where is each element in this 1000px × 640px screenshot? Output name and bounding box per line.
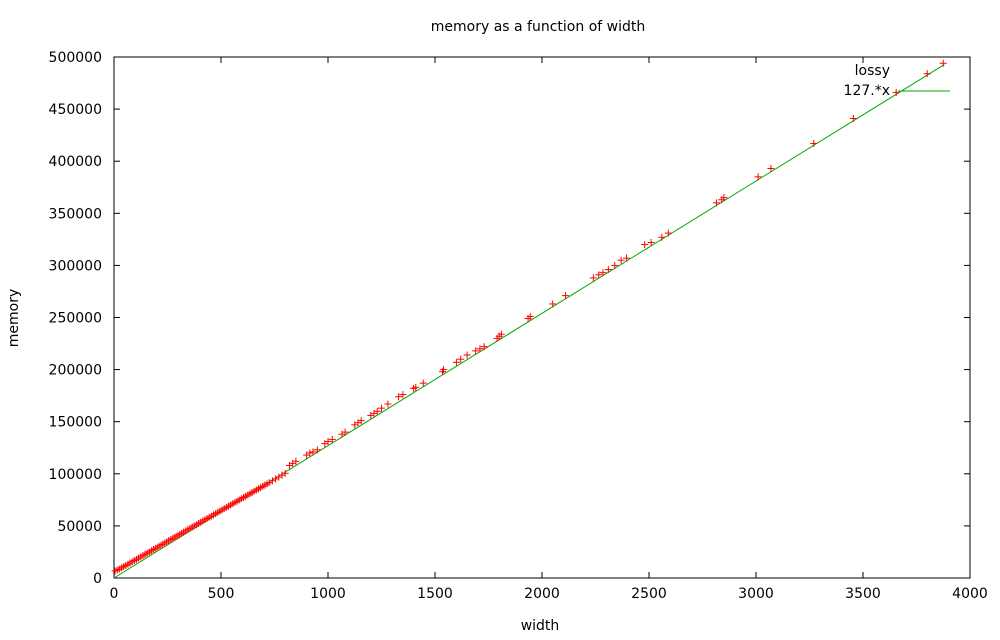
data-point xyxy=(452,358,460,366)
data-point xyxy=(754,173,762,181)
data-point xyxy=(664,229,672,237)
data-point xyxy=(810,139,818,147)
data-point xyxy=(549,300,557,308)
y-tick-label: 0 xyxy=(93,571,102,587)
data-point xyxy=(849,114,857,122)
data-point xyxy=(324,437,332,445)
data-point xyxy=(923,70,931,78)
data-point xyxy=(611,261,619,269)
data-point xyxy=(328,435,336,443)
y-tick-label: 450000 xyxy=(49,102,102,118)
y-axis-label: memory xyxy=(6,289,22,348)
scatter-series xyxy=(111,59,947,575)
y-tick-label: 200000 xyxy=(49,363,102,379)
legend-label-fit: 127.*x xyxy=(844,83,890,99)
y-tick-label: 100000 xyxy=(49,467,102,483)
data-point xyxy=(440,366,448,374)
data-point xyxy=(712,199,720,207)
y-tick-label: 350000 xyxy=(49,206,102,222)
data-point xyxy=(658,233,666,241)
data-point xyxy=(562,292,570,300)
data-point xyxy=(623,254,631,262)
data-point xyxy=(595,271,603,279)
data-point xyxy=(399,391,407,399)
data-point xyxy=(939,59,947,67)
y-tick-label: 250000 xyxy=(49,311,102,327)
data-point xyxy=(292,457,300,465)
x-tick-label: 4000 xyxy=(952,586,988,602)
y-tick-label: 150000 xyxy=(49,415,102,431)
data-point xyxy=(378,404,385,412)
x-tick-label: 2000 xyxy=(524,586,560,602)
data-point xyxy=(373,407,381,415)
data-point xyxy=(599,269,607,277)
x-ticks: 0 500 1000 1500 2000 2500 3000 3500 4000 xyxy=(110,57,988,602)
data-point xyxy=(647,238,655,246)
data-point xyxy=(480,343,488,351)
data-point xyxy=(357,417,365,425)
x-tick-label: 1000 xyxy=(310,586,346,602)
data-point xyxy=(526,312,534,320)
data-point xyxy=(309,448,317,456)
y-ticks: 0 50000 100000 150000 200000 250000 300000 3500… xyxy=(49,50,970,587)
data-point xyxy=(641,241,649,249)
data-point xyxy=(589,274,597,282)
data-point xyxy=(395,393,403,401)
data-point xyxy=(306,449,314,457)
x-tick-label: 3500 xyxy=(845,586,881,602)
data-point xyxy=(341,428,349,436)
data-point xyxy=(497,330,505,338)
data-point xyxy=(457,355,465,363)
x-tick-label: 3000 xyxy=(738,586,774,602)
legend: lossy 127.*x xyxy=(844,63,950,99)
y-tick-label: 500000 xyxy=(49,50,102,66)
x-tick-label: 500 xyxy=(208,586,235,602)
x-tick-label: 1500 xyxy=(417,586,453,602)
y-tick-label: 400000 xyxy=(49,154,102,170)
legend-label-lossy: lossy xyxy=(855,63,890,79)
chart-title: memory as a function of width xyxy=(431,19,645,35)
data-point xyxy=(412,383,420,391)
data-point xyxy=(384,400,392,408)
y-tick-label: 50000 xyxy=(57,519,102,535)
x-tick-label: 0 xyxy=(110,586,119,602)
x-axis-label: width xyxy=(521,618,560,634)
y-tick-label: 300000 xyxy=(49,258,102,274)
data-point xyxy=(313,446,321,454)
data-point xyxy=(720,194,728,202)
data-point xyxy=(472,347,480,355)
data-point xyxy=(463,351,471,359)
data-point xyxy=(281,469,289,477)
data-point xyxy=(476,345,484,353)
data-point xyxy=(604,266,612,274)
data-point xyxy=(892,88,900,96)
data-point xyxy=(419,379,427,387)
data-point xyxy=(617,256,625,264)
x-tick-label: 2500 xyxy=(631,586,667,602)
data-point xyxy=(767,164,775,172)
